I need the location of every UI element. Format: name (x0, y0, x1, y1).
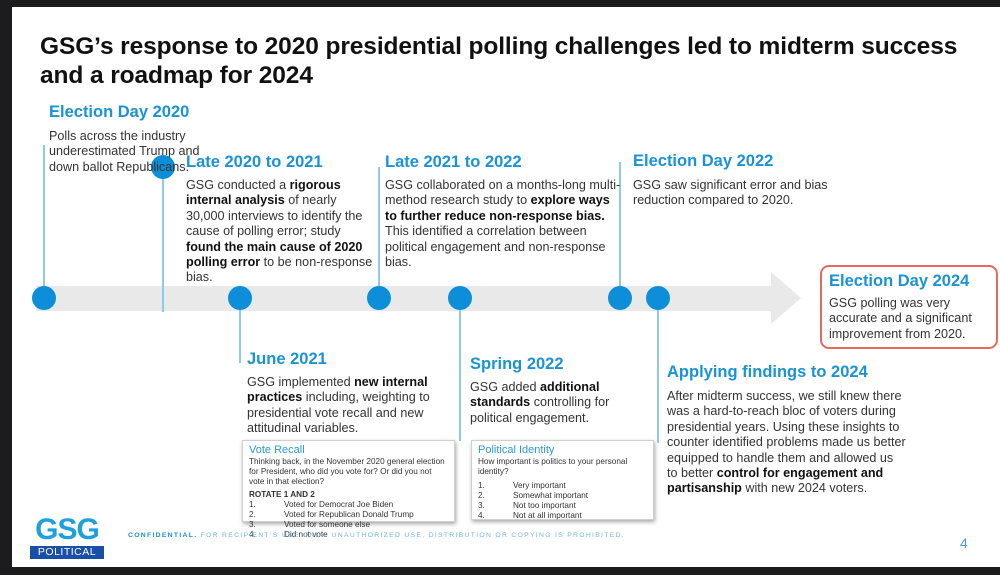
card-question: Thinking back, in the November 2020 gene… (249, 457, 445, 486)
event-body-emphasis: additional standards (470, 380, 600, 410)
event-body-text: to be non-response bias. (186, 255, 373, 285)
event-body: Polls across the industry underestimated… (49, 129, 209, 175)
event-body-text: Polls across the industry underestimated… (49, 129, 200, 174)
page-number: 4 (960, 535, 968, 551)
option-number: 2. (249, 510, 256, 519)
event-body-text: GSG saw significant error and bias reduc… (633, 178, 828, 208)
event-body-text: of nearly 30,000 interviews to identify … (186, 193, 363, 239)
option-number: 4. (249, 530, 256, 539)
confidential-notice: CONFIDENTIAL. FOR RECIPIENT’S USE ONLY. … (128, 532, 625, 539)
card-option: 1. Voted for Democrat Joe Biden (249, 500, 448, 510)
timeline-dot-election-2020 (32, 286, 56, 310)
timeline-arrowhead (771, 272, 801, 324)
timeline-dot-election-2022 (608, 286, 632, 310)
option-label: Not too important (513, 501, 576, 510)
logo-subtitle: POLITICAL (30, 546, 104, 559)
option-number: 1. (478, 481, 485, 490)
option-number: 3. (249, 520, 256, 529)
confidential-text: FOR RECIPIENT’S USE ONLY. UNAUTHORIZED U… (200, 532, 625, 539)
card-instruction: ROTATE 1 AND 2 (249, 490, 315, 499)
event-body-text: with new 2024 voters. (741, 481, 868, 496)
timeline-dot-applying-2024 (646, 286, 670, 310)
option-number: 1. (249, 500, 256, 509)
confidential-label: CONFIDENTIAL. (128, 532, 198, 539)
timeline-dot-late-2020 (151, 155, 175, 179)
card-option: 4. Not at all important (478, 511, 647, 521)
timeline-dot-late-2021 (367, 286, 391, 310)
gsg-political-logo: GSG POLITICAL (30, 515, 104, 559)
event-heading: Election Day 2022 (633, 152, 774, 170)
event-body-text: This identified a correlation between po… (385, 224, 606, 270)
option-number: 2. (478, 491, 485, 500)
event-body: GSG implemented new internal practices i… (247, 375, 462, 437)
timeline-dot-june-2021 (228, 286, 252, 310)
option-number: 3. (478, 501, 485, 510)
card-option: 1. Very important (478, 481, 647, 491)
timeline-dot-spring-2022 (448, 286, 472, 310)
event-heading: Election Day 2020 (49, 103, 190, 121)
event-body-text: GSG added (470, 380, 541, 394)
logo-wordmark: GSG (35, 513, 100, 546)
option-label: Voted for Democrat Joe Biden (284, 500, 394, 509)
event-body-emphasis: new internal practices (247, 375, 428, 405)
card-option: 3. Voted for someone else (249, 520, 448, 530)
event-body: GSG polling was very accurate and a sign… (829, 296, 994, 342)
slide: GSG’s response to 2020 presidential poll… (12, 7, 1000, 567)
event-body-emphasis: explore ways to further reduce non-respo… (385, 193, 610, 223)
card-option: 4. Did not vote (249, 530, 448, 540)
vote-recall-card: Vote Recall Thinking back, in the Novemb… (242, 440, 455, 539)
connector-line (378, 167, 380, 292)
event-body-text: GSG polling was very accurate and a sign… (829, 296, 972, 341)
connector-line (619, 162, 621, 292)
connector-line (459, 303, 461, 441)
event-body-text: including, weighting to presidential vot… (247, 390, 430, 436)
event-body: GSG collaborated on a months-long multi-… (385, 178, 625, 270)
slide-title: GSG’s response to 2020 presidential poll… (40, 33, 958, 89)
connector-line (43, 145, 45, 290)
election-2024-highlight-box: Election Day 2024 GSG polling was very a… (820, 265, 998, 349)
card-title: Vote Recall (249, 444, 305, 456)
event-body-text: GSG implemented (247, 375, 355, 389)
card-title: Political Identity (478, 444, 555, 456)
event-body: GSG saw significant error and bias reduc… (633, 178, 848, 209)
event-heading: Election Day 2024 (829, 272, 970, 290)
card-option: 2. Voted for Republican Donald Trump (249, 510, 448, 520)
option-label: Not at all important (513, 511, 582, 520)
option-label: Voted for someone else (284, 520, 371, 529)
event-body-text: GSG collaborated on a months-long multi-… (385, 178, 621, 208)
event-body-text: GSG conducted a (186, 178, 290, 192)
option-label: Did not vote (284, 530, 328, 539)
card-option: 2. Somewhat important (478, 491, 647, 501)
option-number: 4. (478, 511, 485, 520)
event-body: After midterm success, we still knew the… (667, 389, 907, 497)
event-body-text: After midterm success, we still knew the… (667, 389, 906, 481)
card-question: How important is politics to your person… (478, 457, 628, 476)
event-body: GSG added additional standards controlli… (470, 380, 640, 426)
connector-line (657, 303, 659, 443)
connector-line (162, 177, 164, 312)
option-label: Very important (513, 481, 566, 490)
event-heading: Late 2020 to 2021 (186, 153, 323, 171)
event-heading: Applying findings to 2024 (667, 363, 868, 381)
event-body-emphasis: rigorous internal analysis (186, 178, 341, 208)
event-body-emphasis: control for engagement and partisanship (667, 466, 884, 496)
option-label: Voted for Republican Donald Trump (284, 510, 414, 519)
connector-line (239, 303, 241, 363)
event-heading: Spring 2022 (470, 355, 564, 373)
card-option: 3. Not too important (478, 501, 647, 511)
event-body: GSG conducted a rigorous internal analys… (186, 178, 376, 286)
event-body-emphasis: found the main cause of 2020 polling err… (186, 239, 363, 270)
event-body-text: controlling for political engagement. (470, 395, 610, 425)
option-label: Somewhat important (513, 491, 589, 500)
political-identity-card: Political Identity How important is poli… (471, 440, 654, 520)
event-heading: Late 2021 to 2022 (385, 153, 522, 171)
event-heading: June 2021 (247, 350, 327, 368)
